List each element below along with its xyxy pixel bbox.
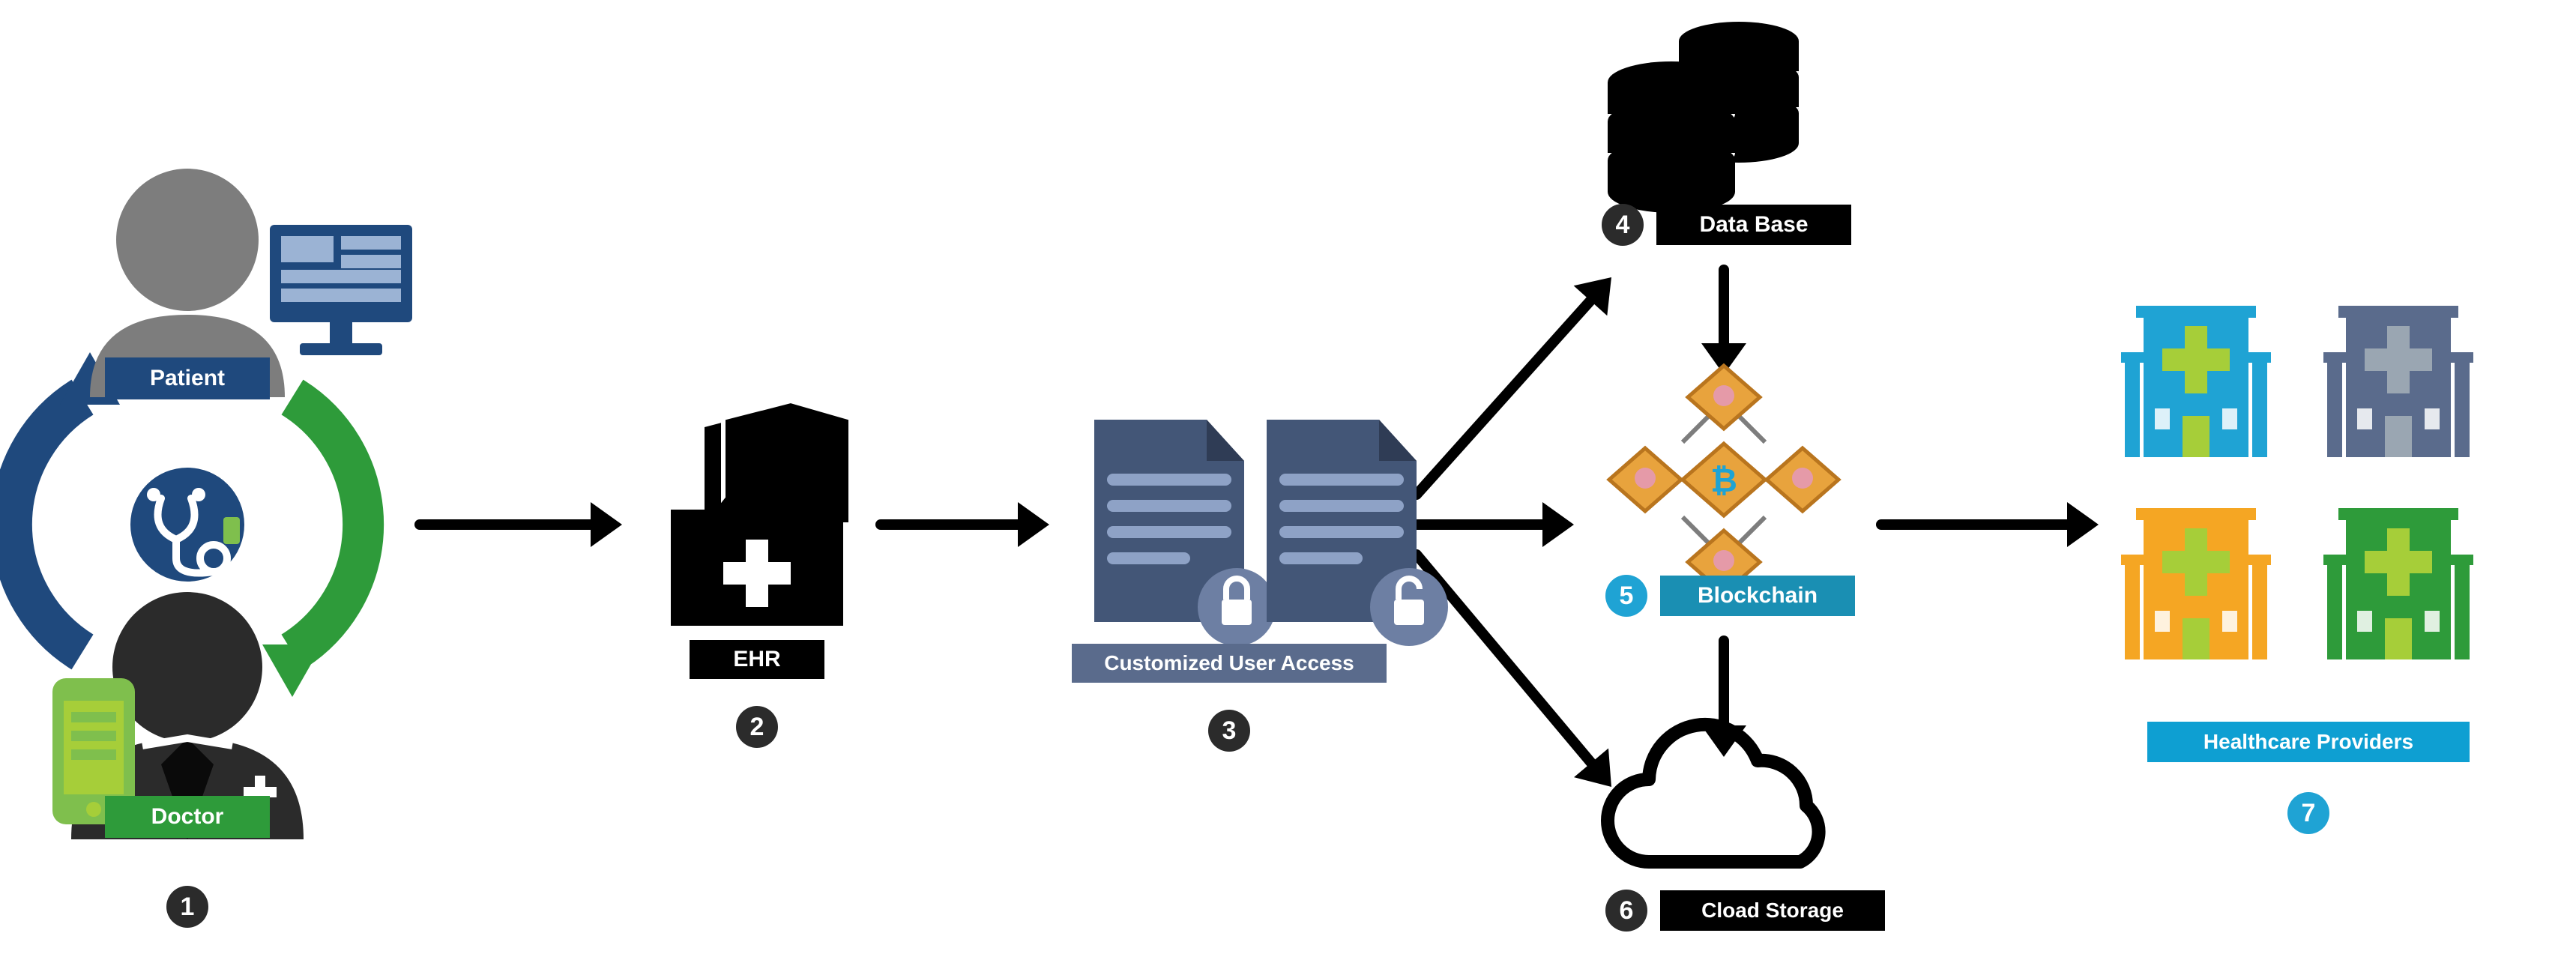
badge-7: 7 — [2287, 792, 2329, 834]
hospital-icon — [2323, 508, 2473, 659]
hospital-icon — [2121, 306, 2271, 457]
hospital-icon — [2121, 508, 2271, 659]
database-label: Data Base — [1656, 205, 1851, 245]
blockchain-label: Blockchain — [1660, 576, 1855, 616]
cua-label: Customized User Access — [1072, 644, 1387, 683]
node-providers — [0, 0, 2576, 957]
hospital-icon — [2323, 306, 2473, 457]
badge-1: 1 — [166, 886, 208, 928]
badge-6: 6 — [1605, 890, 1647, 932]
badge-3: 3 — [1208, 710, 1250, 752]
patient-label: Patient — [105, 357, 270, 399]
cloud-label: Cload Storage — [1660, 890, 1885, 931]
badge-4: 4 — [1602, 204, 1644, 246]
badge-5: 5 — [1605, 575, 1647, 617]
badge-2: 2 — [736, 706, 778, 748]
providers-label: Healthcare Providers — [2147, 722, 2470, 762]
doctor-label: Doctor — [105, 796, 270, 838]
ehr-label: EHR — [690, 640, 824, 679]
diagram-canvas: ₿ Patient Doctor EHR Customized User Acc… — [0, 0, 2576, 957]
